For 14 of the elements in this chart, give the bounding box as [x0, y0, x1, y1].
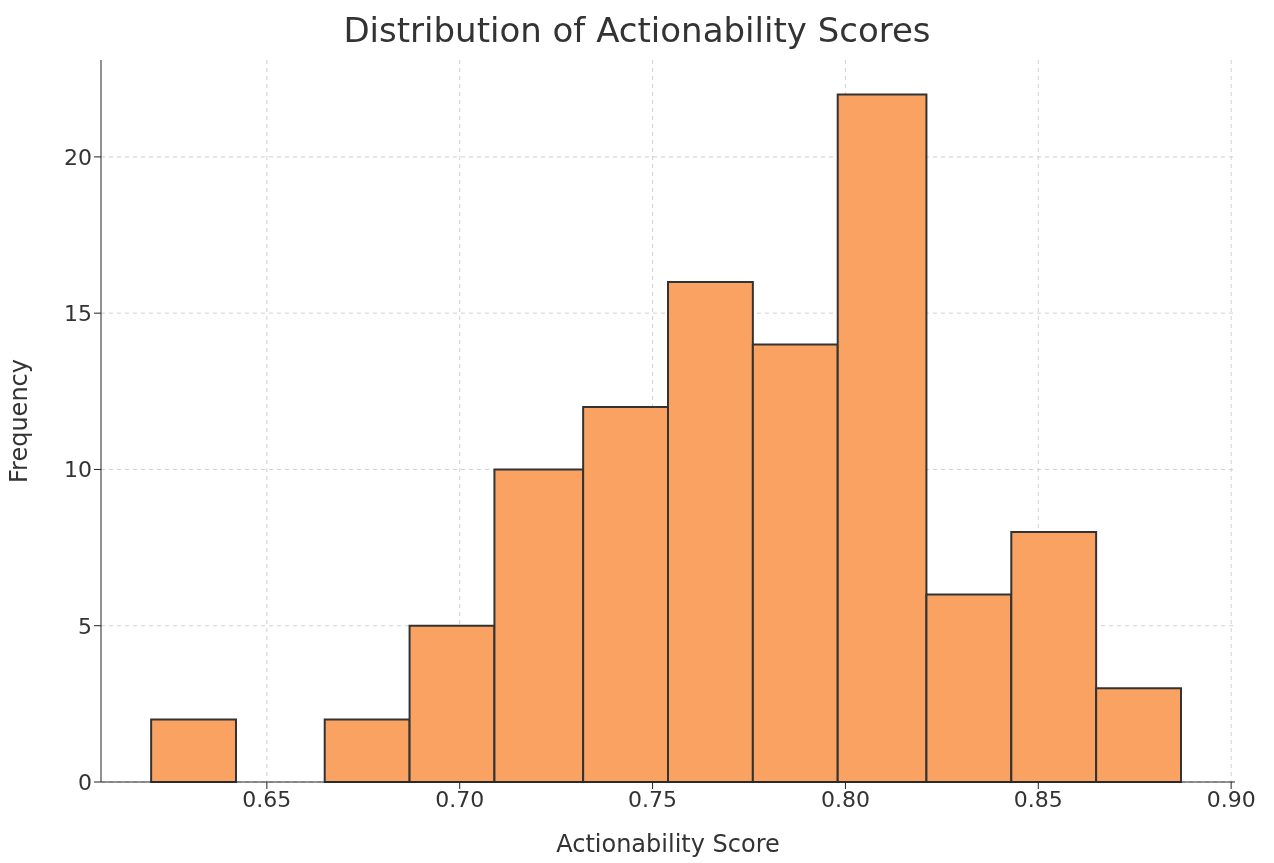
y-tick-label: 15	[64, 300, 92, 326]
x-tick-label: 0.75	[628, 786, 678, 812]
x-tick-label: 0.90	[1206, 786, 1256, 812]
x-tick-label: 0.80	[820, 786, 870, 812]
x-tick-label: 0.70	[435, 786, 485, 812]
y-axis-title: Frequency	[4, 359, 33, 483]
y-tick-label: 10	[64, 457, 92, 483]
chart-title: Distribution of Actionability Scores	[342, 9, 932, 52]
y-tick-label: 5	[78, 613, 92, 639]
y-tick-label: 20	[64, 144, 92, 170]
y-tick-label: 0	[78, 769, 92, 795]
x-tick-label: 0.65	[242, 786, 292, 812]
x-tick-label: 0.85	[1013, 786, 1063, 812]
x-axis-title: Actionability Score	[556, 830, 780, 858]
